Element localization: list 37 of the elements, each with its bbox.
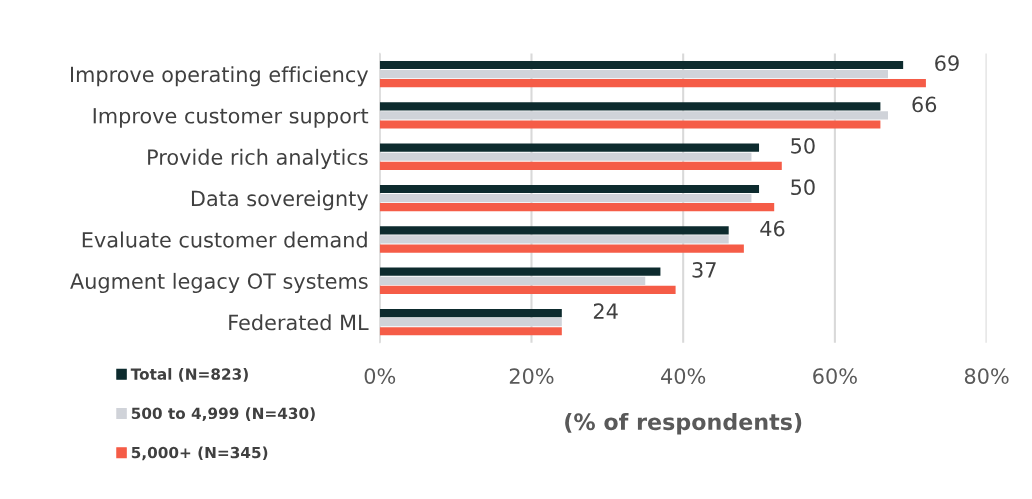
- legend-label: 500 to 4,999 (N=430): [131, 407, 315, 422]
- bar: [379, 143, 760, 152]
- bar: [379, 308, 562, 318]
- bar: [379, 285, 676, 294]
- y-tick-label: Improve customer support: [93, 108, 369, 128]
- data-label: 50: [791, 179, 815, 196]
- x-axis-title: (% of respondents): [565, 412, 802, 435]
- x-tick-label: 60%: [813, 368, 857, 384]
- data-label: 24: [593, 303, 618, 319]
- data-label: 50: [791, 137, 815, 154]
- bar: [379, 244, 744, 253]
- y-tick-label: Data sovereignty: [191, 190, 369, 211]
- bar: [379, 102, 881, 111]
- x-tick-label: 80%: [964, 368, 1009, 384]
- x-tick-label: 20%: [509, 368, 554, 384]
- bar: [379, 60, 904, 70]
- bar: [379, 161, 782, 170]
- bar: [379, 184, 760, 194]
- x-tick-label: 0%: [364, 368, 396, 384]
- y-tick-label: Evaluate customer demand: [82, 231, 367, 248]
- bar: [379, 327, 562, 336]
- y-tick-label: Improve operating efficiency: [70, 66, 369, 87]
- data-label: 37: [692, 261, 716, 278]
- y-tick-label: Provide rich analytics: [148, 148, 368, 170]
- y-tick-label: Federated ML: [229, 314, 369, 331]
- data-label: 46: [760, 220, 785, 237]
- bar: [379, 267, 661, 276]
- data-label: 69: [935, 55, 959, 72]
- legend-label: Total (N=823): [130, 368, 248, 382]
- y-tick-label: Augment legacy OT systems: [70, 272, 368, 294]
- x-tick-label: 40%: [661, 368, 706, 384]
- bar: [379, 79, 926, 88]
- bar: [379, 203, 775, 212]
- bar: [379, 120, 881, 129]
- bar: [379, 226, 729, 235]
- data-label: 66: [912, 96, 937, 113]
- legend-label: 5,000+ (N=345): [131, 446, 268, 461]
